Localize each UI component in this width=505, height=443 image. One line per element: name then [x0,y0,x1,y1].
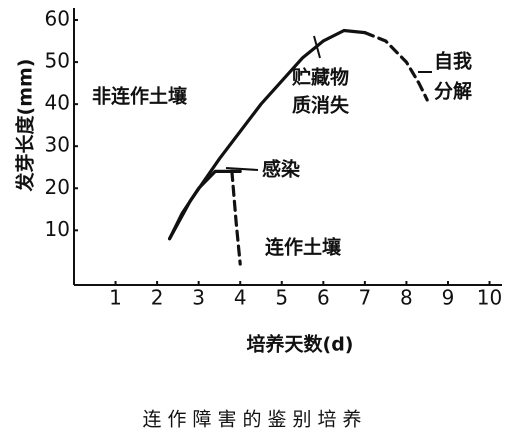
line-series [230,169,242,266]
line-series [363,31,429,102]
annotation: 分解 [434,80,472,103]
y-tick-label: 20 [45,175,70,199]
line-series [168,28,367,241]
annotation: 感染 [262,158,300,181]
x-tick-label: 9 [442,286,455,310]
x-tick-label: 1 [109,286,122,310]
pointer [225,167,259,171]
x-tick-label: 6 [317,286,330,310]
x-axis-label: 培养天数(d) [247,333,354,356]
annotation: 自我 [434,50,472,73]
x-tick-label: 2 [151,286,164,310]
x-tick-label: 4 [234,286,247,310]
x-tick-label: 7 [359,286,372,310]
caption: 连作障害的鉴别培养 [142,409,367,431]
y-tick-label: 40 [45,91,70,115]
series-label: 连作土壤 [265,236,342,259]
annotation: 贮藏物 [291,66,349,89]
series-label: 非连作土壤 [92,85,188,108]
annotation: 质消失 [292,94,350,117]
x-tick-label: 10 [477,286,502,310]
y-axis-label: 发芽长度(mm) [14,59,37,193]
x-tick-label: 5 [275,286,288,310]
y-tick-label: 60 [45,7,70,31]
y-tick-label: 30 [45,133,70,157]
y-tick-label: 50 [45,49,70,73]
line-series [168,169,242,241]
x-tick-label: 3 [192,286,205,310]
x-tick-label: 8 [400,286,413,310]
y-tick-label: 10 [45,217,70,241]
